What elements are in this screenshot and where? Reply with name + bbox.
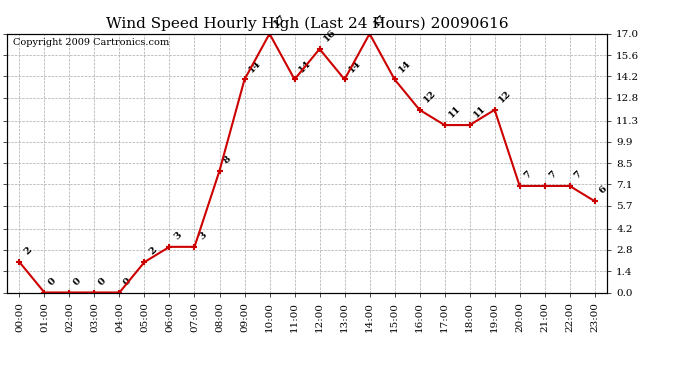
Text: 0: 0 — [47, 276, 58, 287]
Text: 3: 3 — [172, 230, 183, 242]
Text: 17: 17 — [272, 13, 288, 28]
Text: 16: 16 — [322, 28, 338, 44]
Text: 17: 17 — [372, 13, 388, 28]
Text: 11: 11 — [472, 104, 488, 120]
Text: Copyright 2009 Cartronics.com: Copyright 2009 Cartronics.com — [13, 38, 169, 46]
Text: 12: 12 — [422, 89, 438, 105]
Text: 2: 2 — [22, 246, 33, 257]
Text: 2: 2 — [147, 246, 158, 257]
Text: 0: 0 — [122, 276, 133, 287]
Text: 14: 14 — [347, 58, 363, 74]
Text: 7: 7 — [547, 170, 558, 181]
Text: 14: 14 — [397, 58, 413, 74]
Text: 7: 7 — [572, 170, 583, 181]
Text: 8: 8 — [222, 154, 233, 165]
Text: 11: 11 — [447, 104, 463, 120]
Title: Wind Speed Hourly High (Last 24 Hours) 20090616: Wind Speed Hourly High (Last 24 Hours) 2… — [106, 17, 509, 31]
Text: 14: 14 — [297, 58, 313, 74]
Text: 12: 12 — [497, 89, 513, 105]
Text: 0: 0 — [72, 276, 83, 287]
Text: 0: 0 — [97, 276, 108, 287]
Text: 3: 3 — [197, 230, 208, 242]
Text: 14: 14 — [247, 58, 263, 74]
Text: 7: 7 — [522, 170, 533, 181]
Text: 6: 6 — [598, 185, 609, 196]
